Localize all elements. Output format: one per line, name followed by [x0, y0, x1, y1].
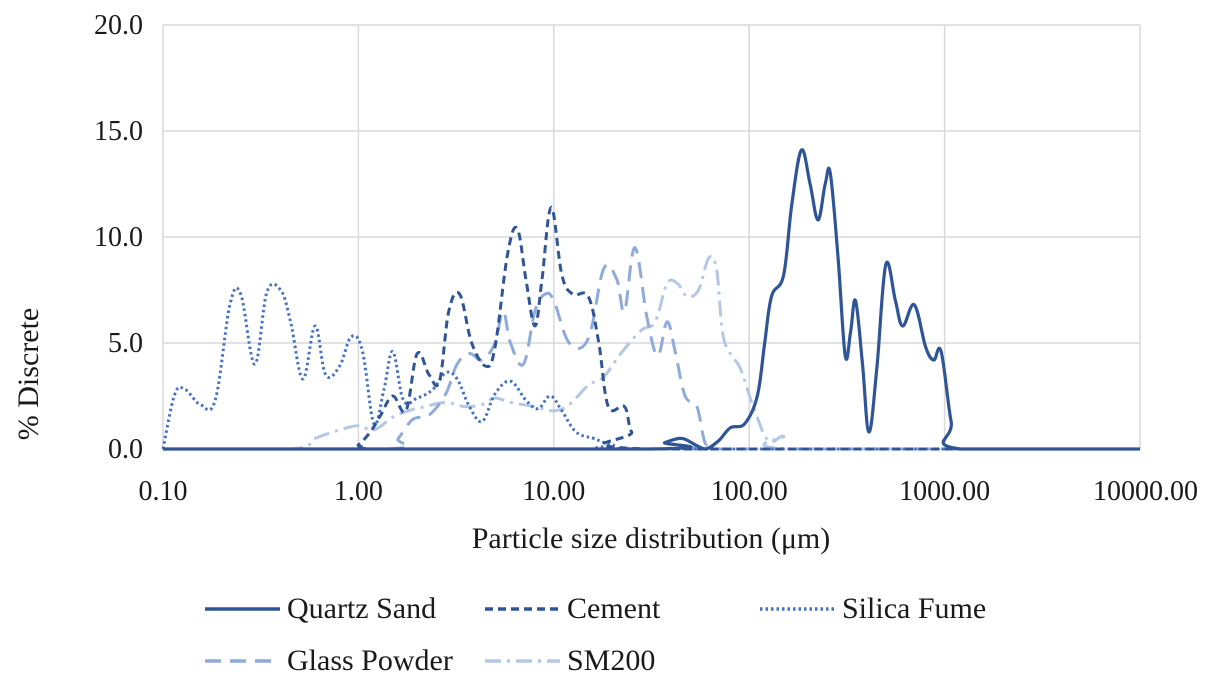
series-line-silica-fume [161, 282, 1140, 451]
x-tick-label: 1000.00 [899, 476, 990, 507]
x-tick-label: 10.00 [522, 476, 585, 507]
legend-label: Silica Fume [842, 592, 986, 625]
series-line-quartz-sand [163, 148, 1140, 451]
y-axis-ticks: 0.0 5.0 10.0 15.0 20.0 [94, 10, 143, 465]
legend-label: SM200 [567, 644, 655, 677]
y-tick-label: 10.0 [94, 222, 143, 253]
y-axis-title: % Discrete [12, 308, 45, 440]
y-tick-label: 0.0 [108, 434, 143, 465]
x-tick-label: 0.10 [139, 476, 188, 507]
x-axis-ticks: 0.10 1.00 10.00 100.00 1000.00 10000.00 [139, 476, 1199, 507]
legend: Quartz Sand Cement Silica Fume Glass Powder… [205, 592, 986, 677]
series-line-glass-powder [163, 246, 1140, 451]
x-tick-label: 10000.00 [1093, 476, 1198, 507]
gridlines [162, 24, 1141, 450]
legend-label: Cement [567, 592, 661, 625]
series-lines [161, 148, 1140, 451]
y-tick-label: 15.0 [94, 116, 143, 147]
legend-label: Glass Powder [287, 644, 453, 677]
x-axis-title: Particle size distribution (μm) [472, 522, 831, 555]
y-tick-label: 5.0 [108, 328, 143, 359]
y-tick-label: 20.0 [94, 10, 143, 41]
legend-label: Quartz Sand [287, 592, 436, 625]
series-line-cement [163, 205, 1140, 451]
x-tick-label: 1.00 [334, 476, 383, 507]
x-tick-label: 100.00 [711, 476, 788, 507]
